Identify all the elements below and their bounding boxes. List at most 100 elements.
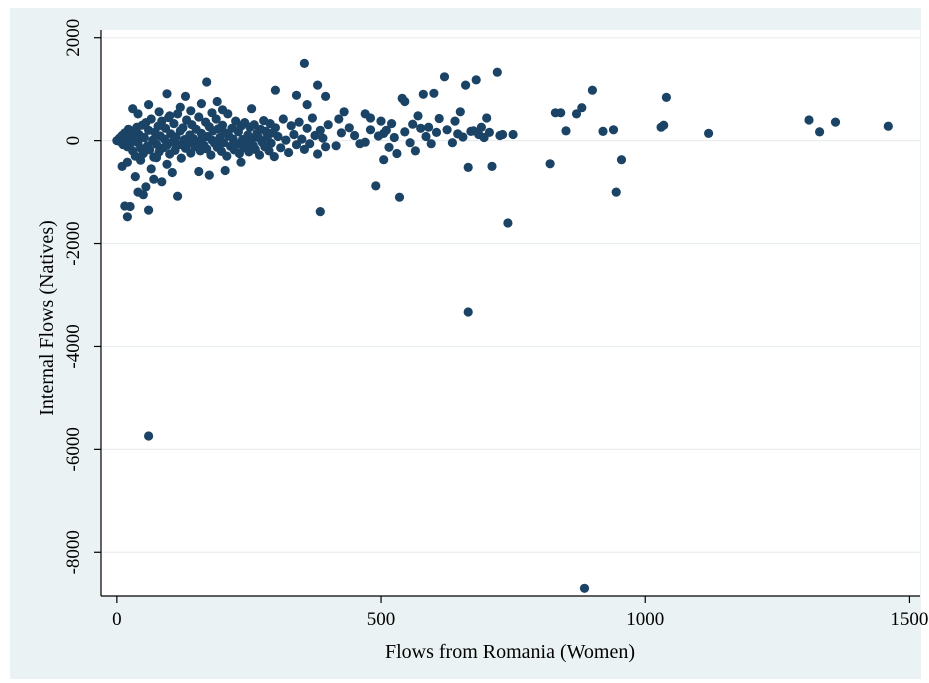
data-point — [608, 125, 619, 135]
data-point — [487, 161, 497, 171]
data-point — [151, 153, 162, 163]
data-point — [254, 150, 265, 160]
data-point — [284, 147, 294, 158]
data-point — [307, 113, 317, 123]
data-point — [339, 107, 349, 117]
data-point — [157, 177, 167, 187]
data-point — [219, 138, 229, 148]
data-point — [313, 80, 323, 90]
x-tick-label: 0 — [112, 609, 122, 630]
data-point — [196, 99, 206, 109]
data-point — [136, 155, 146, 165]
data-point — [122, 157, 132, 167]
data-point — [165, 111, 175, 121]
data-point — [336, 128, 346, 138]
data-point — [439, 72, 450, 82]
data-point — [611, 187, 621, 197]
data-point — [144, 205, 154, 215]
data-point — [249, 120, 259, 130]
data-point — [302, 100, 312, 110]
data-point — [146, 164, 156, 174]
data-point — [270, 123, 280, 133]
data-point — [125, 139, 135, 149]
axes — [100, 30, 920, 597]
data-point — [400, 127, 410, 137]
x-axis-title: Flows from Romania (Women) — [385, 641, 635, 663]
y-tick-label: 2000 — [63, 19, 84, 57]
data-point — [291, 90, 302, 100]
data-point — [321, 142, 331, 152]
data-point — [281, 135, 291, 145]
data-point — [146, 114, 156, 124]
data-point — [130, 172, 140, 182]
x-tick-label: 1500 — [890, 609, 928, 630]
data-point — [394, 192, 405, 202]
data-point — [659, 120, 669, 130]
data-point — [442, 125, 452, 135]
data-point — [495, 130, 505, 141]
data-point — [207, 108, 217, 118]
data-point — [154, 107, 164, 117]
data-point — [305, 139, 315, 149]
data-point — [371, 181, 381, 191]
data-point — [405, 138, 415, 148]
data-point — [365, 125, 376, 135]
data-point — [661, 92, 672, 102]
grid-lines — [101, 37, 920, 553]
y-axis-title: Internal Flows (Natives) — [36, 220, 58, 416]
data-point — [360, 137, 370, 147]
data-point — [616, 155, 627, 165]
data-point — [122, 212, 132, 222]
data-point — [180, 91, 191, 101]
data-point — [297, 134, 307, 144]
data-point — [315, 207, 325, 217]
data-point — [413, 111, 423, 121]
data-point — [571, 109, 582, 119]
data-point — [138, 190, 148, 200]
data-point — [331, 141, 341, 151]
data-point — [217, 105, 228, 115]
data-point — [175, 102, 185, 112]
data-point — [376, 116, 386, 126]
data-point — [217, 120, 228, 130]
data-point — [387, 119, 397, 129]
data-point — [429, 88, 439, 98]
data-point — [270, 85, 280, 95]
data-point — [804, 115, 814, 125]
data-point — [145, 145, 155, 155]
data-point — [431, 127, 442, 137]
data-point — [149, 174, 159, 184]
data-point — [323, 120, 333, 130]
data-point — [365, 113, 376, 123]
data-point — [379, 128, 389, 138]
data-point — [289, 129, 299, 140]
data-point — [482, 113, 492, 123]
data-point — [392, 148, 402, 159]
data-point — [313, 149, 323, 159]
x-tick-label: 1000 — [626, 609, 664, 630]
data-point — [579, 583, 590, 593]
data-point — [133, 109, 143, 119]
data-point — [176, 153, 186, 163]
data-point — [471, 75, 481, 85]
data-point — [416, 123, 426, 133]
data-point — [463, 307, 473, 317]
y-tick-label: -8000 — [63, 530, 84, 574]
data-point — [318, 133, 328, 143]
data-point — [830, 117, 841, 127]
data-point — [269, 152, 279, 162]
data-point — [186, 106, 196, 116]
data-point — [561, 126, 571, 136]
data-point — [400, 96, 410, 107]
data-point — [173, 191, 183, 201]
data-point — [299, 58, 309, 68]
data-point — [883, 121, 893, 131]
data-point — [421, 131, 431, 142]
data-point — [302, 123, 312, 133]
data-point — [212, 96, 222, 107]
data-point — [556, 108, 566, 118]
data-point — [206, 150, 216, 160]
data-point — [151, 139, 162, 149]
data-point — [384, 142, 394, 152]
data-point — [463, 162, 473, 172]
